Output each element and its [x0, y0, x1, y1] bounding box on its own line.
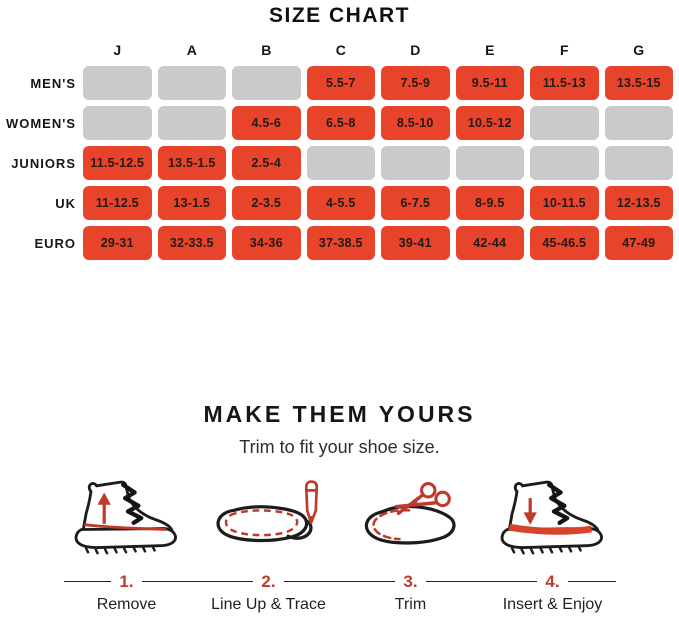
size-cell: 4-5.5	[306, 186, 375, 220]
size-cell: 29-31	[83, 226, 152, 260]
size-cell: 37-38.5	[306, 226, 375, 260]
boot-remove-icon	[70, 474, 184, 566]
step-label-remove: Remove	[96, 596, 157, 613]
size-cell	[455, 146, 524, 180]
divider-line	[63, 581, 616, 582]
size-cell: 13.5-15	[604, 66, 673, 100]
size-cell	[232, 66, 301, 100]
column-header-c: C	[335, 42, 346, 58]
step-icons-row	[56, 470, 624, 566]
size-cell: 12-13.5	[604, 186, 673, 220]
insole-trim-icon	[353, 474, 469, 566]
corner-cell	[0, 37, 80, 63]
size-cell: 10.5-12	[455, 106, 524, 140]
size-cell: 32-33.5	[157, 226, 226, 260]
column-header-d: D	[410, 42, 421, 58]
column-header-e: E	[485, 42, 495, 58]
size-cell: 45-46.5	[530, 226, 599, 260]
size-cell: 6-7.5	[381, 186, 450, 220]
step-1-illustration	[56, 470, 198, 566]
step-3-illustration	[340, 470, 482, 566]
size-cell: 39-41	[381, 226, 450, 260]
size-cell	[157, 66, 226, 100]
size-cell: 7.5-9	[381, 66, 450, 100]
steps-divider: 1. 2. 3. 4.	[56, 571, 624, 593]
size-cell: 2.5-4	[232, 146, 301, 180]
size-cell	[604, 146, 673, 180]
step-label-line-up-trace: Line Up & Trace	[211, 596, 326, 613]
column-header-f: F	[559, 42, 569, 58]
size-cell: 42-44	[455, 226, 524, 260]
size-cell	[381, 146, 450, 180]
size-cell: 10-11.5	[530, 186, 599, 220]
column-header-g: G	[633, 42, 645, 58]
step-labels-row: Remove Line Up & Trace Trim Insert & Enj…	[56, 596, 624, 614]
step-2-illustration	[198, 470, 340, 566]
column-header-j: J	[113, 42, 122, 58]
size-cell: 11-12.5	[83, 186, 152, 220]
size-cell	[157, 106, 226, 140]
step-number-2: 2.	[253, 571, 284, 593]
size-cell	[530, 146, 599, 180]
boot-insert-icon	[496, 474, 610, 566]
size-cell: 9.5-11	[455, 66, 524, 100]
size-cell: 5.5-7	[306, 66, 375, 100]
size-cell: 11.5-12.5	[83, 146, 152, 180]
insole-trace-icon	[205, 474, 333, 566]
size-cell: 8.5-10	[381, 106, 450, 140]
size-cell: 6.5-8	[306, 106, 375, 140]
column-header-a: A	[186, 42, 197, 58]
size-chart-title: SIZE CHART	[269, 4, 410, 27]
size-cell	[83, 106, 152, 140]
size-cell: 2-3.5	[232, 186, 301, 220]
row-label-juniors: JUNIORS	[11, 155, 76, 171]
step-4-illustration	[482, 470, 624, 566]
size-chart-section: SIZE CHART J A B C D E F G MEN'S 5.5-7 7…	[0, 0, 679, 263]
size-cell: 47-49	[604, 226, 673, 260]
size-chart-table: J A B C D E F G MEN'S 5.5-7 7.5-9 9.5-11…	[0, 37, 676, 263]
size-cell	[530, 106, 599, 140]
size-cell: 13-1.5	[157, 186, 226, 220]
row-label-euro: EURO	[34, 235, 76, 251]
size-cell: 8-9.5	[455, 186, 524, 220]
customize-subtitle: Trim to fit your shoe size.	[239, 437, 440, 457]
step-number-1: 1.	[111, 571, 142, 593]
size-cell: 4.5-6	[232, 106, 301, 140]
column-header-b: B	[261, 42, 272, 58]
row-label-mens: MEN'S	[30, 75, 76, 91]
size-cell	[306, 146, 375, 180]
steps-strip: 1. 2. 3. 4. Remove Line Up & Trace Trim …	[56, 470, 624, 614]
step-number-4: 4.	[537, 571, 568, 593]
size-cell: 34-36	[232, 226, 301, 260]
size-cell	[83, 66, 152, 100]
customize-title: MAKE THEM YOURS	[203, 401, 476, 427]
step-label-insert-enjoy: Insert & Enjoy	[502, 596, 603, 613]
size-cell: 11.5-13	[530, 66, 599, 100]
step-label-trim: Trim	[394, 596, 427, 613]
step-number-3: 3.	[395, 571, 426, 593]
row-label-womens: WOMEN'S	[5, 115, 76, 131]
row-label-uk: UK	[55, 195, 76, 211]
size-cell: 13.5-1.5	[157, 146, 226, 180]
customize-section: MAKE THEM YOURS Trim to fit your shoe si…	[0, 401, 679, 614]
size-cell	[604, 106, 673, 140]
